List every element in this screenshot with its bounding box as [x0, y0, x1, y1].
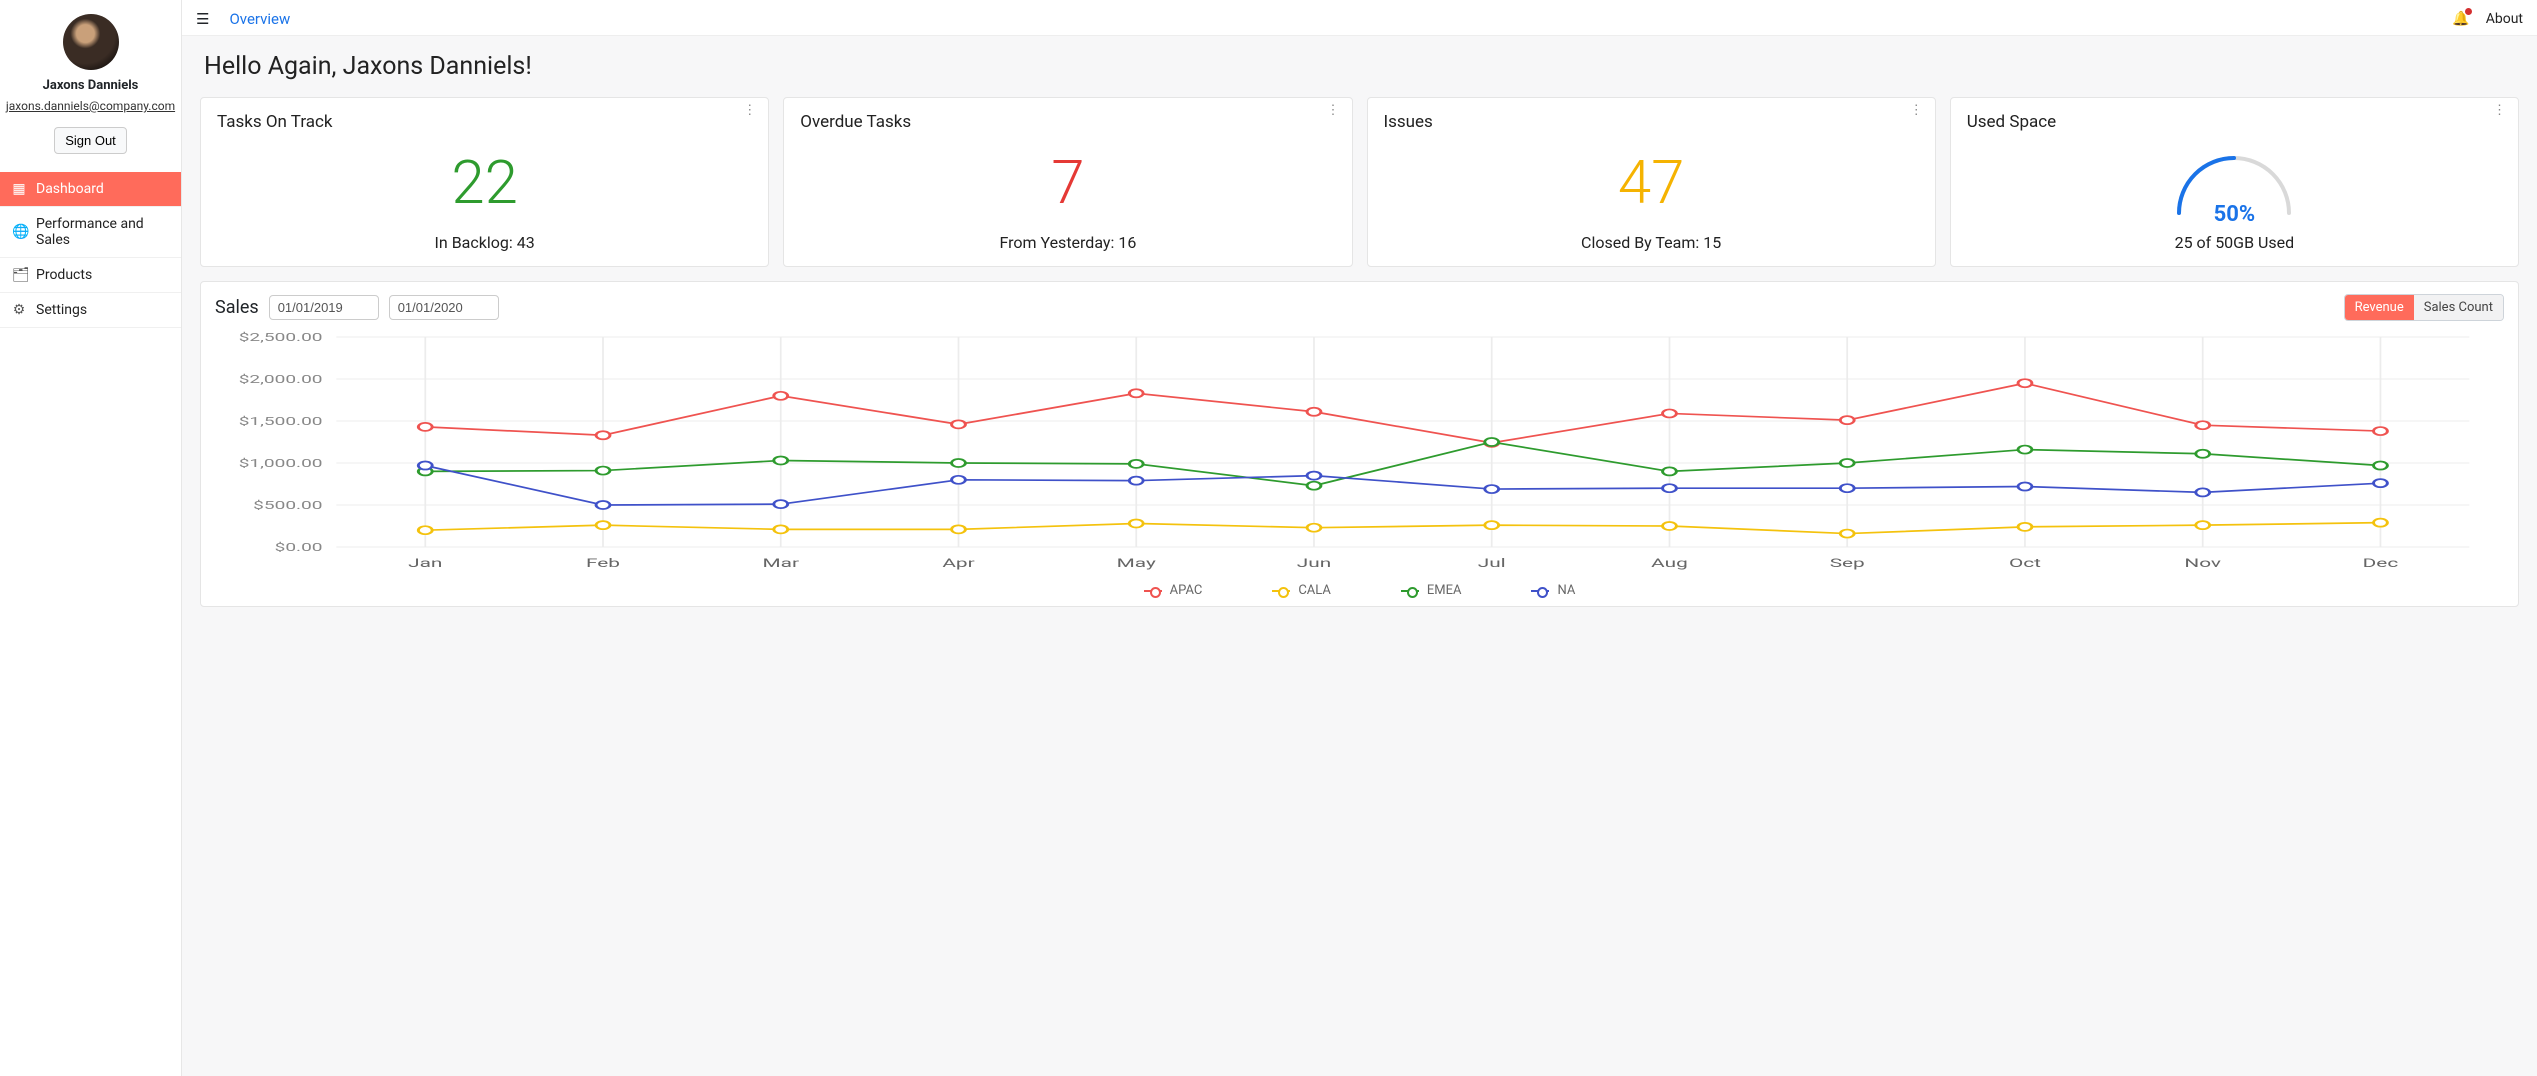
svg-text:May: May — [1117, 556, 1156, 570]
svg-text:Jul: Jul — [1478, 556, 1506, 570]
used-space-card: Used Space⋮ 50% 25 of 50GB Used — [1950, 97, 2519, 267]
user-email[interactable]: jaxons.danniels@company.com — [0, 99, 181, 113]
svg-text:Mar: Mar — [762, 556, 799, 570]
sidebar-item-products[interactable]: 🗂 Products — [0, 258, 181, 293]
about-link[interactable]: About — [2486, 11, 2523, 27]
breadcrumb[interactable]: Overview — [229, 10, 290, 28]
notifications-button[interactable]: 🔔 — [2452, 11, 2469, 27]
svg-text:Feb: Feb — [586, 556, 620, 570]
topbar: ☰ Overview 🔔 About — [182, 0, 2537, 36]
gauge: 50% — [1967, 132, 2502, 233]
svg-text:Oct: Oct — [2009, 556, 2041, 570]
legend-item-cala[interactable]: CALA — [1272, 583, 1331, 598]
card-title: Issues — [1384, 112, 1919, 132]
svg-text:Jun: Jun — [1297, 556, 1331, 570]
legend-swatch — [1272, 590, 1290, 592]
sales-title: Sales — [215, 297, 259, 318]
page-greeting: Hello Again, Jaxons Danniels! — [204, 52, 2515, 81]
sales-panel: Sales RevenueSales Count $0.00 $500.00 $1,… — [200, 281, 2519, 607]
svg-text:$0.00: $0.00 — [275, 541, 323, 554]
svg-text:Dec: Dec — [2363, 556, 2399, 570]
metric-card: Overdue Tasks⋮ 7From Yesterday: 16 — [783, 97, 1352, 267]
main: ☰ Overview 🔔 About Hello Again, Jaxons D… — [182, 0, 2537, 1076]
svg-text:Sep: Sep — [1830, 556, 1865, 570]
sidebar-item-label: Products — [36, 267, 92, 283]
signout-button[interactable]: Sign Out — [54, 127, 127, 154]
layers-icon: 🗂 — [12, 267, 26, 283]
sidebar-item-label: Settings — [36, 302, 87, 318]
sidebar-item-dashboard[interactable]: ▦ Dashboard — [0, 172, 181, 207]
svg-text:Nov: Nov — [2184, 556, 2221, 570]
legend-item-apac[interactable]: APAC — [1144, 583, 1203, 598]
notifications-badge — [2465, 8, 2472, 15]
sidebar: Jaxons Danniels jaxons.danniels@company.… — [0, 0, 182, 1076]
legend-swatch — [1401, 590, 1419, 592]
card-footer: In Backlog: 43 — [217, 233, 752, 252]
svg-text:$2,000.00: $2,000.00 — [239, 373, 323, 386]
sales-view-toggle: RevenueSales Count — [2344, 294, 2504, 321]
sidebar-nav: ▦ Dashboard 🌐 Performance and Sales 🗂 Product… — [0, 172, 181, 328]
card-title: Tasks On Track — [217, 112, 752, 132]
card-menu-button[interactable]: ⋮ — [743, 108, 756, 114]
legend-label: APAC — [1170, 583, 1203, 598]
metrics-cards-row: Tasks On Track⋮22In Backlog: 43Overdue T… — [200, 97, 2519, 267]
card-footer: Closed By Team: 15 — [1384, 233, 1919, 252]
sidebar-item-label: Dashboard — [36, 181, 104, 197]
legend-label: CALA — [1298, 583, 1331, 598]
sales-legend: APAC CALA EMEA NA — [215, 583, 2504, 598]
metric-card: Issues⋮ 47Closed By Team: 15 — [1367, 97, 1936, 267]
user-name: Jaxons Danniels — [0, 78, 181, 93]
svg-text:Aug: Aug — [1651, 556, 1688, 570]
card-menu-button[interactable]: ⋮ — [1327, 108, 1340, 114]
svg-text:$1,000.00: $1,000.00 — [239, 457, 323, 470]
card-menu-button[interactable]: ⋮ — [1910, 108, 1923, 114]
card-menu-button[interactable]: ⋮ — [2493, 108, 2506, 114]
legend-label: NA — [1557, 583, 1575, 598]
card-value: 47 — [1384, 132, 1919, 233]
legend-item-na[interactable]: NA — [1531, 583, 1575, 598]
legend-swatch — [1531, 590, 1549, 592]
legend-label: EMEA — [1427, 583, 1462, 598]
date-from-input[interactable] — [269, 295, 379, 320]
card-footer: 25 of 50GB Used — [1967, 233, 2502, 252]
svg-text:Jan: Jan — [408, 556, 442, 570]
sidebar-item-performance-and-sales[interactable]: 🌐 Performance and Sales — [0, 207, 181, 258]
grid-icon: ▦ — [12, 181, 26, 197]
legend-swatch — [1144, 590, 1162, 592]
date-to-input[interactable] — [389, 295, 499, 320]
sales-chart: $0.00 $500.00 $1,000.00 $1,500.00 $2,000.00 $… — [215, 327, 2504, 577]
card-title: Overdue Tasks — [800, 112, 1335, 132]
svg-text:$2,500.00: $2,500.00 — [239, 331, 323, 344]
card-value: 22 — [217, 132, 752, 233]
gauge-percent: 50% — [2214, 202, 2256, 227]
segment-sales-count[interactable]: Sales Count — [2414, 295, 2503, 320]
card-footer: From Yesterday: 16 — [800, 233, 1335, 252]
card-title: Used Space — [1967, 112, 2502, 132]
sidebar-item-settings[interactable]: ⚙ Settings — [0, 293, 181, 328]
svg-text:Apr: Apr — [942, 556, 975, 570]
gear-icon: ⚙ — [12, 302, 26, 318]
globe-icon: 🌐 — [12, 224, 26, 240]
svg-text:$500.00: $500.00 — [253, 499, 322, 512]
card-value: 7 — [800, 132, 1335, 233]
sidebar-item-label: Performance and Sales — [36, 216, 169, 248]
svg-text:$1,500.00: $1,500.00 — [239, 415, 323, 428]
legend-item-emea[interactable]: EMEA — [1401, 583, 1462, 598]
metric-card: Tasks On Track⋮ 22In Backlog: 43 — [200, 97, 769, 267]
segment-revenue[interactable]: Revenue — [2345, 295, 2414, 320]
hamburger-icon[interactable]: ☰ — [196, 10, 209, 28]
avatar[interactable] — [63, 14, 119, 70]
